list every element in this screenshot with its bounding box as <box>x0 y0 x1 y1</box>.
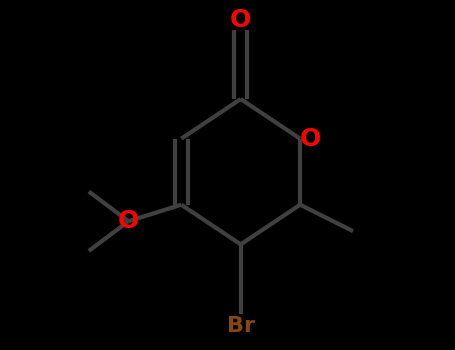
Text: Br: Br <box>227 316 255 336</box>
Text: O: O <box>299 127 321 151</box>
Text: O: O <box>230 8 251 32</box>
Text: O: O <box>118 209 139 233</box>
